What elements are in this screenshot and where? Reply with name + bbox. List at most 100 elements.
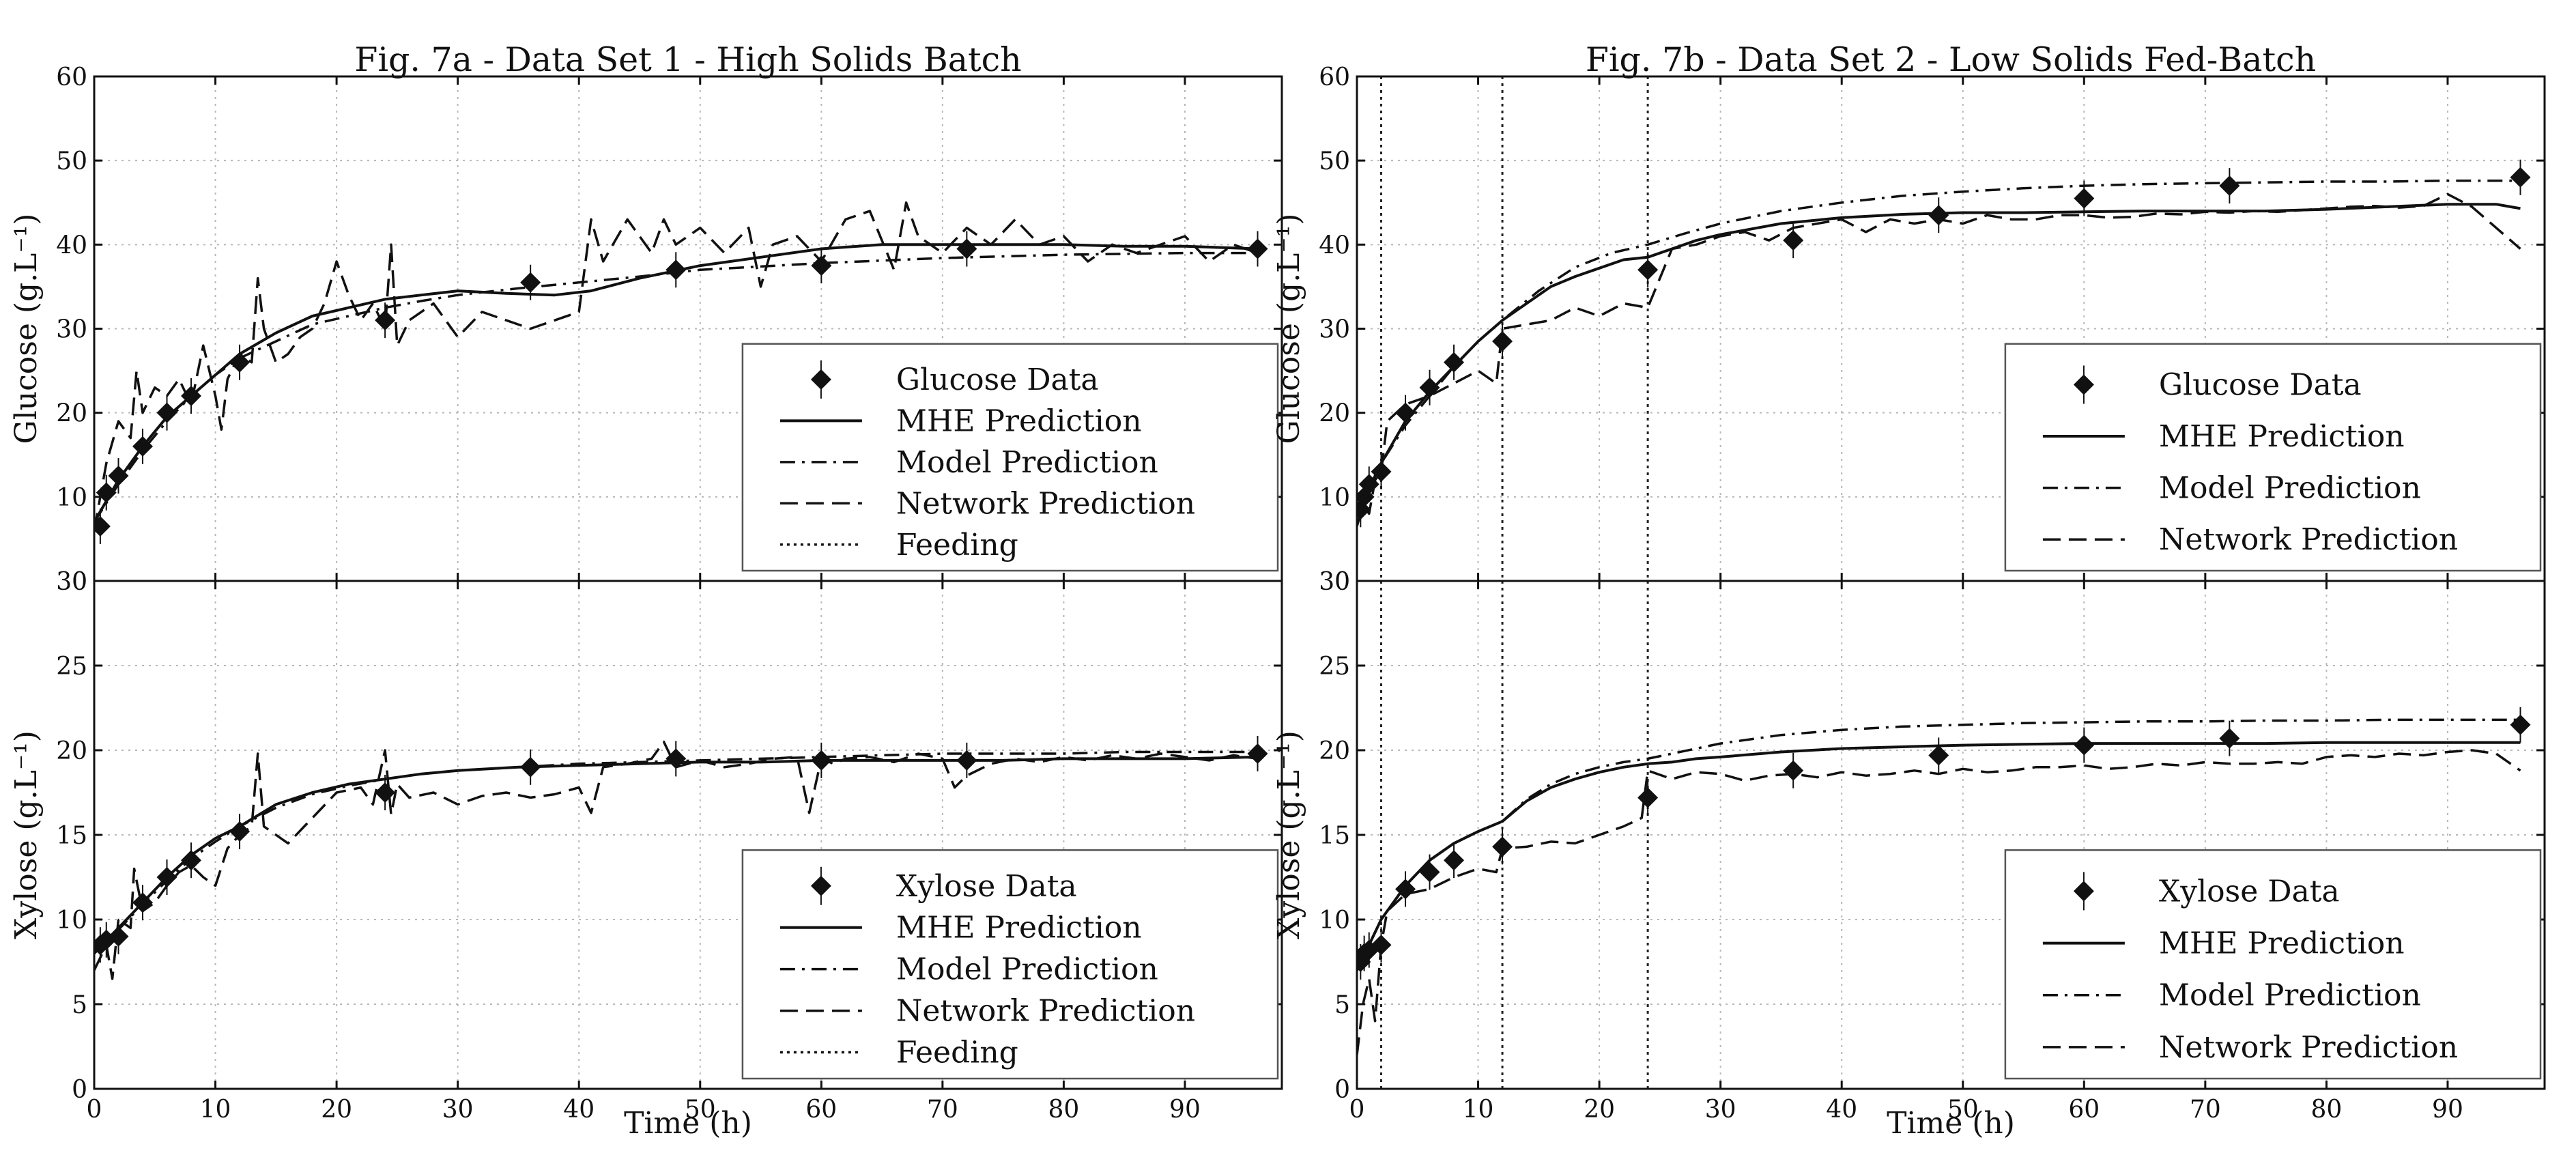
fig7b-xylose-legend-label: MHE Prediction xyxy=(2159,926,2405,961)
fig7a-glucose-series-group xyxy=(94,201,1268,544)
fig7a-xylose-y-tick-label: 10 xyxy=(56,907,87,935)
fig7a-xylose-data-point xyxy=(666,748,687,769)
fig7b-xylose-x-tick-label: 70 xyxy=(2190,1096,2221,1124)
fig7b-glucose-y-axis-label: Glucose (g.L⁻¹) xyxy=(1272,214,1306,444)
fig7b-glucose-legend-label: Model Prediction xyxy=(2159,471,2421,506)
fig7b-xylose-x-tick-label: 0 xyxy=(1349,1096,1365,1124)
fig7b-xylose-legend-box xyxy=(2004,849,2542,1080)
fig7a-xylose-data-point xyxy=(156,867,177,887)
fig7a-xylose-series-group xyxy=(94,735,1268,980)
fig7b-xylose-data-point xyxy=(1637,787,1659,808)
fig7b-glucose-legend-label: Network Prediction xyxy=(2159,522,2458,557)
fig7b-xylose-x-tick-label: 50 xyxy=(1947,1096,1979,1124)
fig7a-xylose-x-tick-label: 20 xyxy=(321,1096,352,1124)
fig7b-glucose-y-tick-label: 40 xyxy=(1319,231,1350,259)
fig7b-glucose-y-tick-label: 60 xyxy=(1319,63,1350,91)
fig7b-glucose-series-group xyxy=(1357,76,2531,581)
fig7a-glucose-y-tick-label: 20 xyxy=(56,400,87,428)
fig7b-xylose-data-point xyxy=(1371,935,1392,956)
fig7b-glucose-data-point xyxy=(2219,175,2240,197)
fig7a-glucose-legend-label: Feeding xyxy=(896,528,1018,563)
fig7b-glucose-legend-label: Glucose Data xyxy=(2159,367,2362,402)
fig7a-glucose-data-point xyxy=(811,255,832,276)
fig7a-xylose-data-point xyxy=(181,850,202,871)
fig7b-xylose-x-tick-label: 10 xyxy=(1463,1096,1494,1124)
fig7a-glucose-y-axis-label: Glucose (g.L⁻¹) xyxy=(9,214,44,444)
fig7b-glucose-legend-box xyxy=(2004,343,2542,572)
fig7a-xylose-data-point xyxy=(375,782,396,803)
fig7b-glucose-data-point xyxy=(1357,486,1375,507)
fig7b-xylose-data-point xyxy=(2074,735,2095,756)
fig7a-xylose-y-axis-label: Xylose (g.L⁻¹) xyxy=(9,730,44,939)
figure-7a-title: Fig. 7a - Data Set 1 - High Solids Batch xyxy=(354,40,1021,79)
fig7a-xylose-x-tick-label: 10 xyxy=(200,1096,231,1124)
fig7b-xylose-data-point xyxy=(1492,836,1513,857)
fig7a-xylose-x-tick-label: 0 xyxy=(87,1096,102,1124)
fig7b-xylose-x-tick-label: 60 xyxy=(2068,1096,2100,1124)
fig7b-glucose-data-point xyxy=(1395,402,1416,423)
fig7a-glucose-legend-label: Glucose Data xyxy=(896,362,1099,397)
fig7b-xylose-x-tick-label: 90 xyxy=(2432,1096,2463,1124)
fig7a-xylose-legend-box xyxy=(741,849,1279,1080)
fig7a-xylose-data-point xyxy=(811,750,832,771)
fig7a-glucose-y-tick-label: 10 xyxy=(56,484,87,512)
fig7a-xylose-data-point xyxy=(1247,743,1268,764)
fig7b-xylose-x-tick-label: 30 xyxy=(1705,1096,1736,1124)
fig7b-glucose-data-point xyxy=(2510,167,2531,188)
fig7a-xylose-data-point xyxy=(108,926,129,947)
fig7b-xylose-data-point xyxy=(2219,728,2240,749)
fig7a-xylose-data-point xyxy=(520,756,541,778)
fig7a-glucose-data-point xyxy=(956,238,977,259)
fig7a-glucose-legend-label: Model Prediction xyxy=(896,445,1158,480)
fig7a-glucose-data-point xyxy=(108,466,129,487)
figure-7b-x-axis-label: Time (h) xyxy=(1887,1106,2015,1141)
fig7a-xylose-x-tick-label: 50 xyxy=(685,1096,716,1124)
fig7b-glucose-data-point xyxy=(1637,259,1659,281)
fig7a-glucose-y-tick-label: 60 xyxy=(56,63,87,91)
fig7b-glucose-data-point xyxy=(2074,188,2095,209)
fig7b-xylose-y-axis-label: Xylose (g.L⁻¹) xyxy=(1272,730,1306,939)
fig7b-glucose-data-point xyxy=(1419,377,1440,398)
fig7a-glucose-data-point xyxy=(666,259,687,281)
fig7a-xylose-legend-label: Feeding xyxy=(896,1036,1018,1070)
fig7b-xylose-x-tick-label: 20 xyxy=(1584,1096,1615,1124)
fig7a-glucose-data-point xyxy=(229,352,251,373)
fig7b-xylose-data-point xyxy=(1444,850,1465,871)
fig7a-xylose-axes-frame xyxy=(93,580,1283,1090)
fig7a-xylose-y-tick-label: 0 xyxy=(72,1076,87,1104)
fig7b-glucose-data-point xyxy=(1783,230,1804,251)
fig7b-xylose-axes-frame xyxy=(1356,580,2546,1090)
fig7b-xylose-data-point xyxy=(1783,760,1804,781)
fig7a-glucose-data-point xyxy=(156,402,177,423)
fig7a-glucose-legend-label: Network Prediction xyxy=(896,486,1195,521)
fig7a-xylose-legend-label: MHE Prediction xyxy=(896,911,1142,945)
fig7b-xylose-series-dashed-line xyxy=(1357,749,2521,1055)
fig7b-glucose-data-point xyxy=(1371,461,1392,482)
fig7b-xylose-y-tick-label: 30 xyxy=(1319,568,1350,596)
fig7b-xylose-y-tick-label: 5 xyxy=(1334,991,1350,1019)
fig7b-xylose-y-tick-label: 20 xyxy=(1319,737,1350,765)
fig7b-xylose-data-point xyxy=(1928,745,1949,766)
fig7b-glucose-y-tick-label: 30 xyxy=(1319,316,1350,344)
fig7a-glucose-legend-box xyxy=(741,343,1279,572)
fig7a-xylose-x-tick-label: 30 xyxy=(442,1096,474,1124)
fig7b-glucose-series-dashdot-line xyxy=(1357,179,2521,515)
figure-7b-title: Fig. 7b - Data Set 2 - Low Solids Fed-Ba… xyxy=(1586,40,2316,79)
fig7a-xylose-legend-label: Model Prediction xyxy=(896,952,1158,987)
fig7a-glucose-y-tick-label: 0 xyxy=(72,568,87,596)
fig7b-glucose-series-dashed-line xyxy=(1357,193,2521,527)
fig7a-glucose-legend-label: MHE Prediction xyxy=(896,403,1142,438)
fig7a-xylose-x-tick-label: 40 xyxy=(563,1096,595,1124)
fig7a-glucose-y-tick-label: 50 xyxy=(56,147,87,175)
fig7b-xylose-legend-label: Xylose Data xyxy=(2159,874,2340,909)
fig7b-glucose-data-point xyxy=(1928,205,1949,226)
fig7a-xylose-legend-marker xyxy=(810,875,831,896)
fig7b-glucose-y-tick-label: 10 xyxy=(1319,484,1350,512)
fig7a-glucose-data-point xyxy=(132,436,154,457)
fig7b-xylose-data-point xyxy=(1395,879,1416,900)
fig7a-xylose-x-tick-label: 90 xyxy=(1169,1096,1201,1124)
fig7a-xylose-y-tick-label: 20 xyxy=(56,737,87,765)
fig7a-xylose-y-tick-label: 15 xyxy=(56,822,87,850)
fig7a-glucose-data-point xyxy=(375,310,396,331)
